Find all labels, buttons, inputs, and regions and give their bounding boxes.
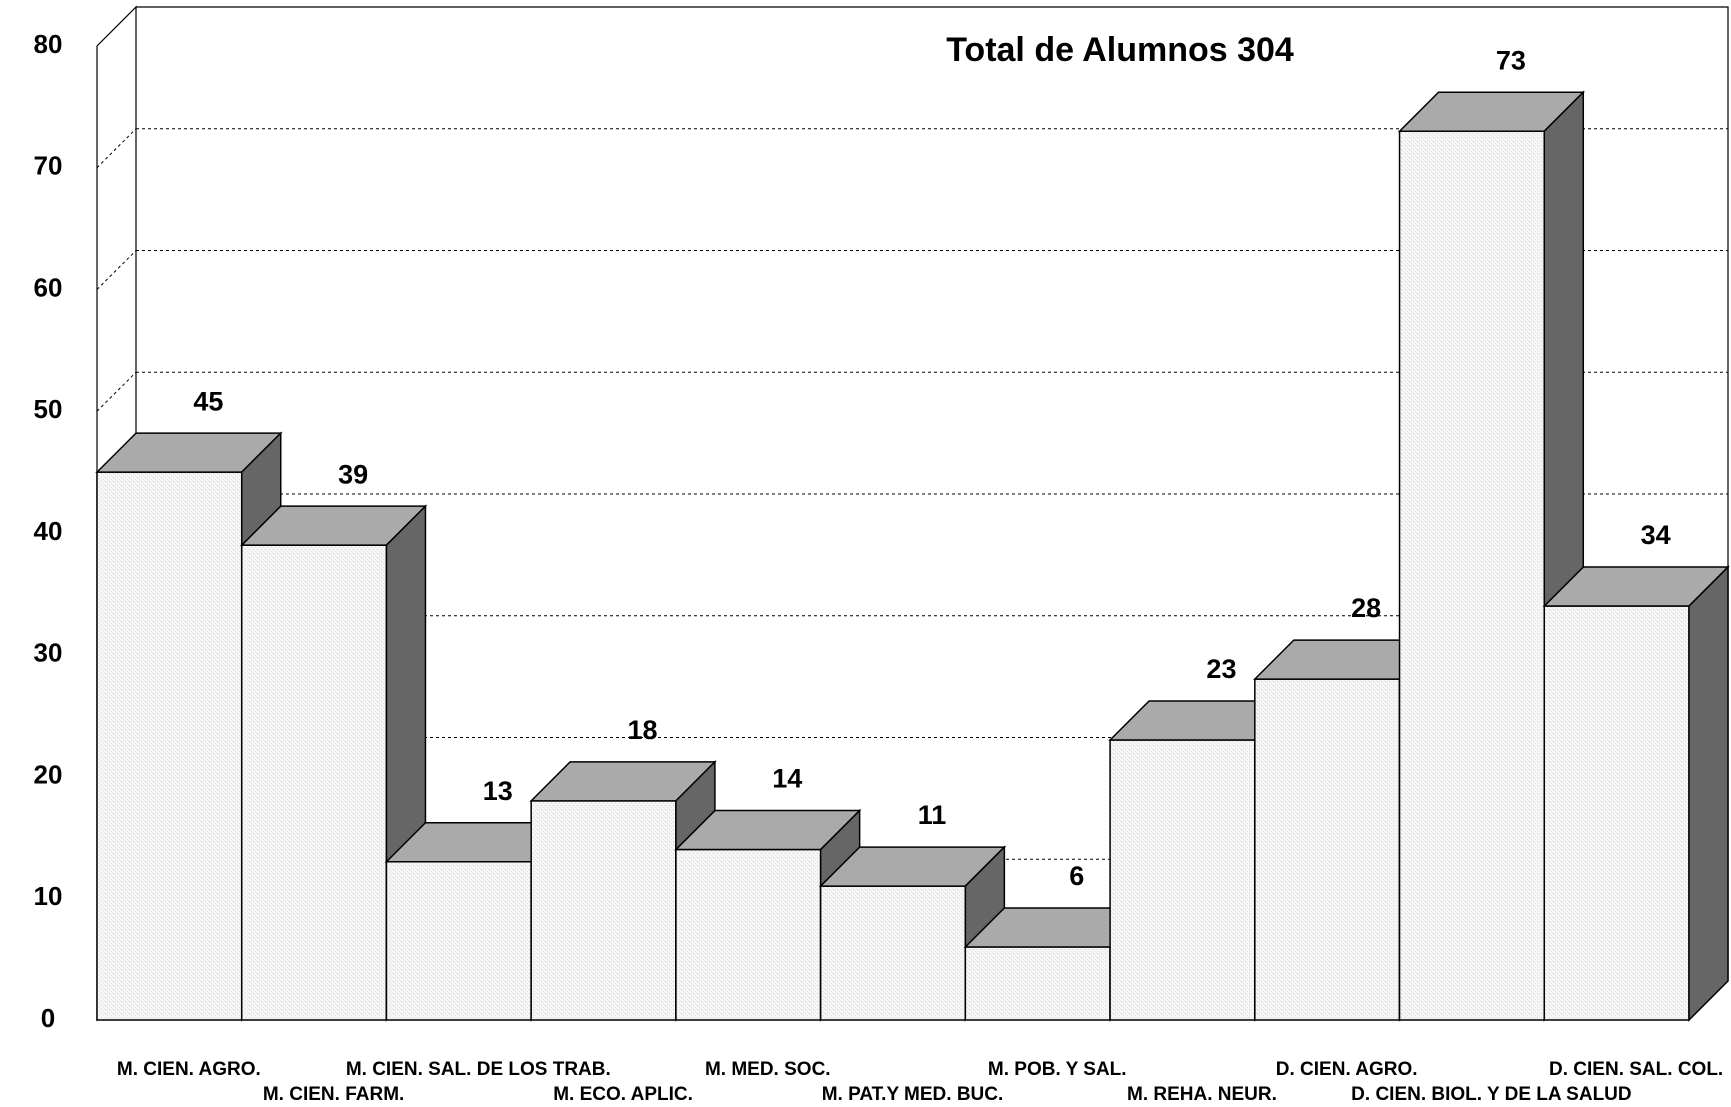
value-label: 34 — [1641, 520, 1671, 550]
x-tick-label: M. REHA. NEUR. — [1127, 1084, 1277, 1105]
y-tick-label: 10 — [34, 881, 63, 911]
y-tick-label: 40 — [34, 516, 63, 546]
bar — [240, 544, 388, 1021]
value-label: 14 — [772, 764, 802, 794]
x-tick-label: M. POB. Y SAL. — [988, 1059, 1127, 1080]
value-label: 45 — [193, 386, 223, 416]
x-tick-label: D. CIEN. BIOL. Y DE LA SALUD — [1351, 1084, 1631, 1105]
bar — [819, 885, 967, 1021]
value-label: 28 — [1351, 593, 1381, 623]
value-label: 11 — [918, 800, 947, 830]
bar — [385, 860, 532, 1021]
y-tick-label: 80 — [34, 29, 63, 59]
x-tick-label: M. MED. SOC. — [705, 1059, 831, 1080]
bar — [675, 848, 822, 1021]
x-tick-label: M. ECO. APLIC. — [553, 1084, 693, 1105]
value-label: 6 — [1069, 861, 1084, 891]
y-tick-label: 70 — [34, 151, 63, 181]
x-tick-label: M. CIEN. AGRO. — [117, 1059, 261, 1080]
bar — [530, 800, 677, 1021]
x-tick-label: D. CIEN. AGRO. — [1276, 1059, 1418, 1080]
x-tick-label: M. PAT.Y MED. BUC. — [822, 1084, 1004, 1105]
bar — [1398, 130, 1546, 1021]
x-tick-label: M. CIEN. FARM. — [263, 1084, 404, 1105]
x-tick-label: M. CIEN. SAL. DE LOS TRAB. — [346, 1059, 611, 1080]
y-tick-label: 50 — [34, 394, 63, 424]
y-tick-label: 20 — [34, 759, 63, 789]
y-tick-label: 0 — [41, 1003, 55, 1033]
value-label: 73 — [1496, 45, 1526, 75]
bar — [1543, 605, 1690, 1021]
chart-title: Total de Alumnos 304 — [946, 31, 1294, 69]
y-tick-label: 30 — [34, 638, 63, 668]
bar — [1109, 739, 1256, 1021]
value-label: 18 — [628, 715, 658, 745]
bar — [96, 471, 243, 1021]
y-tick-label: 60 — [34, 272, 63, 302]
bar-side — [1688, 565, 1729, 1022]
value-label: 39 — [338, 459, 368, 489]
bar — [1254, 678, 1401, 1021]
bar — [964, 946, 1111, 1021]
x-tick-label: D. CIEN. SAL. COL. — [1549, 1059, 1723, 1080]
value-label: 23 — [1206, 654, 1236, 684]
value-label: 13 — [483, 776, 513, 806]
